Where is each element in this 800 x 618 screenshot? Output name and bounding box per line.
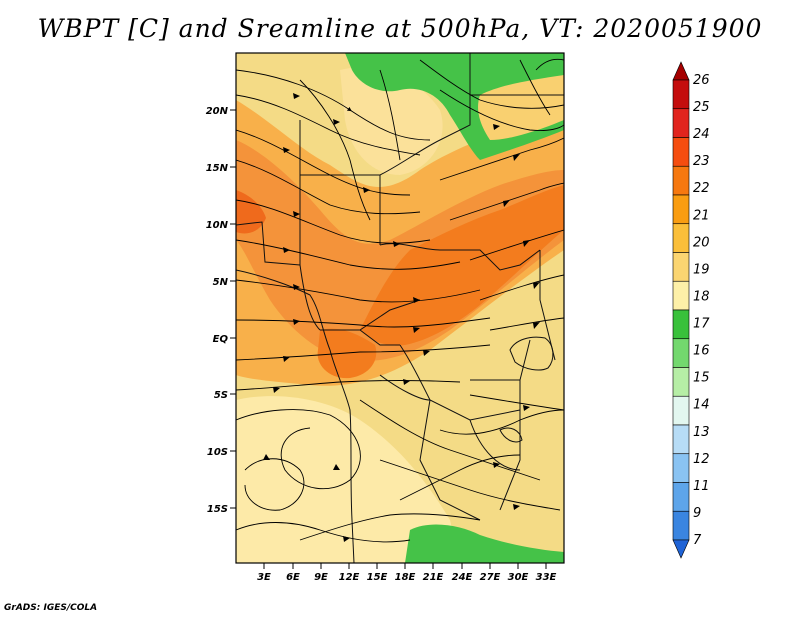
colorbar-label: 9 bbox=[693, 506, 701, 521]
field-pale-north bbox=[340, 67, 443, 175]
colorbar-cell bbox=[672, 424, 690, 455]
lat-label: 10N bbox=[206, 220, 229, 231]
colorbar-label: 24 bbox=[693, 127, 710, 142]
lon-label: 9E bbox=[314, 572, 328, 583]
lat-label: 20N bbox=[206, 106, 229, 117]
colorbar-label: 13 bbox=[693, 425, 710, 440]
colorbar-label: 15 bbox=[693, 371, 710, 386]
field-green-south bbox=[405, 524, 564, 563]
colorbar-cell bbox=[672, 137, 690, 167]
grads-credit: GrADS: IGES/COLA bbox=[4, 603, 98, 613]
chart-title: WBPT [C] and Sreamline at 500hPa, VT: 20… bbox=[37, 14, 763, 43]
streamline-arrows bbox=[263, 93, 540, 542]
lon-label: 6E bbox=[286, 572, 300, 583]
lon-label: 27E bbox=[480, 572, 501, 583]
colorbar-cell bbox=[672, 280, 690, 311]
lat-axis: 20N 15N 10N 5N EQ 5S 10S 15S bbox=[206, 106, 236, 515]
colorbar-cell bbox=[672, 338, 690, 368]
lon-label: 15E bbox=[367, 572, 388, 583]
colorbar-cell bbox=[672, 309, 690, 340]
colorbar-cell bbox=[672, 453, 690, 483]
colorbar-label: 11 bbox=[693, 479, 710, 494]
colorbar-label: 18 bbox=[693, 289, 710, 304]
map-frame bbox=[235, 52, 565, 564]
colorbar-cell bbox=[672, 395, 690, 426]
colorbar-label: 17 bbox=[693, 317, 710, 332]
streamlines bbox=[236, 58, 564, 543]
lon-label: 18E bbox=[395, 572, 416, 583]
colorbar-cell bbox=[672, 482, 690, 512]
lon-label: 30E bbox=[508, 572, 529, 583]
lon-label: 24E bbox=[452, 572, 473, 583]
field-orange-22 bbox=[236, 140, 564, 361]
field-orange-23b bbox=[317, 328, 377, 379]
colorbar-label: 12 bbox=[693, 452, 710, 467]
colorbar-label: 26 bbox=[693, 73, 710, 88]
colorbar-cell bbox=[672, 165, 690, 196]
lat-label: 5S bbox=[214, 390, 228, 401]
colorbar-cell bbox=[672, 194, 690, 225]
lon-label: 3E bbox=[257, 572, 271, 583]
colorbar-cell bbox=[672, 108, 690, 138]
lon-label: 33E bbox=[536, 572, 557, 583]
colorbar-cell bbox=[672, 367, 690, 397]
field-pale-ne bbox=[478, 75, 564, 140]
lon-label: 21E bbox=[423, 572, 444, 583]
colorbar-label: 20 bbox=[693, 235, 710, 250]
lat-label: 15S bbox=[207, 504, 228, 515]
map-plot-area bbox=[236, 53, 564, 563]
colorbar-cell bbox=[672, 252, 690, 282]
lon-label: 12E bbox=[339, 572, 360, 583]
colorbar-cell bbox=[672, 79, 690, 110]
lat-label: 15N bbox=[206, 163, 229, 174]
colorbar-label: 23 bbox=[693, 154, 710, 169]
colorbar-label: 7 bbox=[693, 533, 702, 548]
lon-axis: 3E 6E 9E 12E 15E 18E 21E 24E 27E 30E 33E bbox=[257, 563, 557, 583]
lat-label: 5N bbox=[213, 277, 229, 288]
colorbar: 26 25 24 23 22 21 20 19 18 17 16 15 14 13 12 11 9 7 bbox=[672, 61, 710, 559]
colorbar-arrow-top bbox=[672, 61, 690, 81]
colorbar-label: 25 bbox=[693, 100, 710, 115]
field-pale-south bbox=[236, 396, 460, 563]
colorbar-label: 21 bbox=[693, 208, 710, 223]
lat-label: EQ bbox=[213, 334, 229, 345]
colorbar-label: 22 bbox=[693, 181, 710, 196]
colorbar-cell bbox=[672, 223, 690, 253]
colorbar-label: 16 bbox=[693, 344, 710, 359]
colorbar-cell bbox=[672, 510, 690, 541]
colorbar-label: 19 bbox=[693, 262, 710, 277]
field-orange-23 bbox=[360, 185, 564, 346]
lat-label: 10S bbox=[207, 447, 228, 458]
colorbar-label: 14 bbox=[693, 398, 710, 413]
colorbar-arrow-bottom bbox=[672, 539, 690, 559]
